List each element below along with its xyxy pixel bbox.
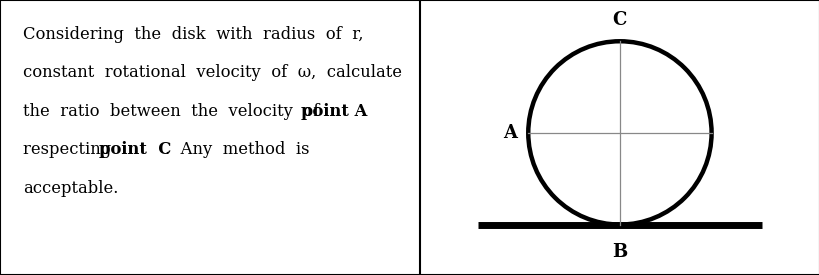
Text: Considering  the  disk  with  radius  of  r,: Considering the disk with radius of r,: [23, 26, 363, 43]
Text: constant  rotational  velocity  of  ω,  calculate: constant rotational velocity of ω, calcu…: [23, 64, 401, 81]
Text: C: C: [612, 11, 627, 29]
Text: .  Any  method  is: . Any method is: [165, 141, 309, 158]
Text: point A: point A: [301, 103, 367, 120]
Text: A: A: [503, 124, 517, 142]
Text: point  C: point C: [98, 141, 171, 158]
Text: acceptable.: acceptable.: [23, 180, 118, 197]
Text: respecting: respecting: [23, 141, 122, 158]
Text: the  ratio  between  the  velocity  of: the ratio between the velocity of: [23, 103, 324, 120]
Text: B: B: [612, 243, 627, 261]
